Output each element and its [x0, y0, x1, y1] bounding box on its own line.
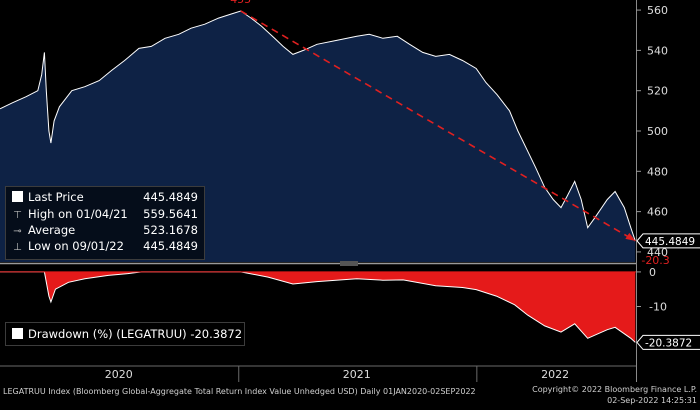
value-tag-text: -20.3872: [645, 337, 692, 349]
y-tick-label-price: 480: [647, 165, 668, 178]
legend-value: 523.1678: [143, 223, 198, 237]
value-tag-box: [636, 334, 700, 350]
y-tick-label-price: 460: [647, 206, 668, 219]
square-swatch: [12, 328, 23, 339]
legend-label: Low on 09/01/22: [28, 239, 124, 253]
legend-row-high: ⊤ High on 01/04/21: [12, 207, 128, 222]
drawdown-line: [0, 271, 636, 343]
trendline: [240, 10, 636, 242]
drawdown-last-value-tag: -20.3872: [636, 334, 700, 350]
trendline-arrowhead: [625, 232, 636, 241]
price-last-value-tag: 445.4849: [636, 233, 700, 249]
axes: 440 460 480 500 520 540 560 0 -10 445.4849 -20.387…: [0, 0, 700, 382]
y-tick-label-price: 440: [647, 246, 668, 259]
low-marker-icon: ⊥: [13, 242, 22, 253]
price-line: [0, 10, 636, 242]
x-tick-label: 2022: [541, 368, 569, 381]
high-marker-icon: ⊤: [13, 210, 22, 221]
footer-right: Copyright© 2022 Bloomberg Finance L.P. 0…: [532, 384, 697, 406]
y-tick-label-price: 500: [647, 125, 668, 138]
peak-label: 455: [230, 0, 251, 6]
footer-description: LEGATRUU Index (Bloomberg Global-Aggrega…: [3, 387, 476, 396]
y-tick-label-price: 540: [647, 44, 668, 57]
x-tick-label: 2021: [343, 368, 371, 381]
square-swatch: [12, 191, 23, 202]
legend-label: High on 01/04/21: [28, 207, 128, 221]
x-tick-label: 2020: [105, 368, 133, 381]
footer-timestamp: 02-Sep-2022 14:25:31: [607, 396, 697, 405]
panel-divider-handle: [340, 261, 358, 266]
legend-value: 445.4849: [143, 190, 198, 204]
legend-row-low: ⊥ Low on 09/01/22: [12, 239, 124, 254]
legend-label: Drawdown (%) (LEGATRUU): [28, 327, 187, 341]
y-tick-label-price: 520: [647, 85, 668, 98]
legend-row-average: ⊸ Average: [12, 223, 75, 238]
drawdown-legend: Drawdown (%) (LEGATRUU) -20.3872: [5, 322, 245, 346]
footer-copyright: Copyright© 2022 Bloomberg Finance L.P.: [532, 385, 697, 394]
drawdown-panel: [0, 271, 636, 343]
average-marker-icon: ⊸: [13, 226, 22, 237]
legend-value: 445.4849: [143, 239, 198, 253]
value-tag-box: [636, 233, 700, 249]
bottom-label: -20.3: [641, 254, 669, 267]
y-tick-label-drawdown: -10: [649, 301, 667, 314]
legend-label: Last Price: [28, 190, 84, 204]
legend-row-last-price: Last Price: [12, 190, 84, 205]
value-tag-text: 445.4849: [645, 236, 695, 248]
legend-label: Average: [28, 223, 76, 237]
price-legend: Last Price 445.4849 ⊤ High on 01/04/21 55…: [5, 186, 205, 260]
legend-value: 559.5641: [143, 207, 198, 221]
y-tick-label-price: 560: [647, 4, 668, 17]
legend-value: -20.3872: [190, 327, 243, 341]
y-tick-label-drawdown: 0: [649, 266, 656, 279]
footer: LEGATRUU Index (Bloomberg Global-Aggrega…: [0, 382, 700, 410]
